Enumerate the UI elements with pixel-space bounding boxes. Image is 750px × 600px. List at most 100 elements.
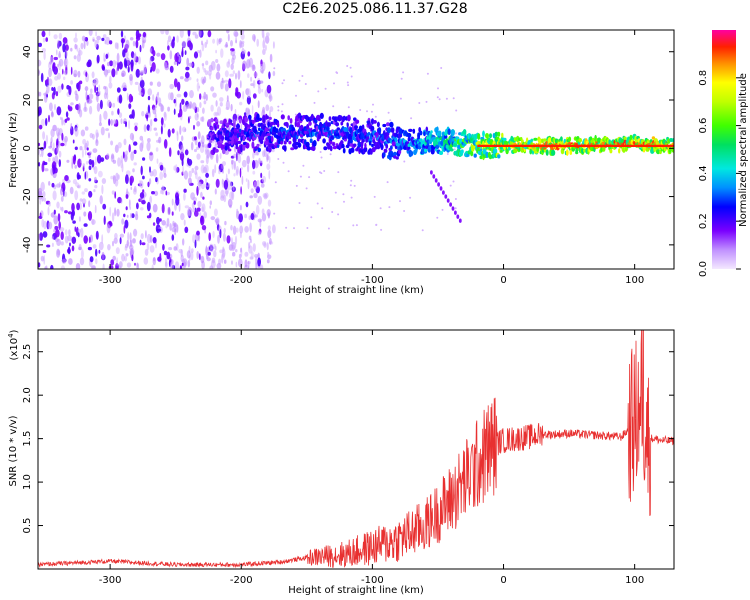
ridge-mark <box>423 148 428 152</box>
noise-blob <box>67 246 71 255</box>
sparse-dot <box>454 207 457 210</box>
noise-blob <box>74 127 79 137</box>
ridge-mark <box>392 151 397 157</box>
noise-blob <box>219 153 222 159</box>
noise-blob <box>199 93 202 100</box>
noise-blob <box>214 188 217 195</box>
noise-blob <box>211 168 215 178</box>
noise-blob <box>42 37 46 43</box>
sparse-dot <box>301 75 304 77</box>
ridge-mark <box>257 147 262 153</box>
noise-blob <box>139 180 144 189</box>
noise-blob <box>72 220 76 224</box>
noise-blob <box>233 144 237 153</box>
noise-blob <box>174 228 177 236</box>
ridge-mark <box>575 147 579 154</box>
noise-blob <box>116 52 120 63</box>
ridge-mark <box>462 129 467 135</box>
ridge-mark <box>390 145 393 150</box>
noise-blob <box>221 163 224 170</box>
ridge-mark <box>618 148 621 154</box>
noise-blob <box>214 164 217 174</box>
noise-blob <box>41 30 46 38</box>
noise-blob <box>44 168 49 172</box>
noise-blob <box>255 204 260 215</box>
noise-blob <box>126 92 129 101</box>
noise-blob <box>38 233 41 241</box>
snr-x-axis-title: Height of straight line (km) <box>288 585 424 596</box>
ridge-mark <box>530 138 534 142</box>
noise-blob <box>241 175 244 185</box>
noise-blob <box>189 115 192 120</box>
noise-blob <box>224 70 229 78</box>
noise-blob <box>146 201 151 212</box>
sparse-dot <box>425 100 428 103</box>
colorbar-scale <box>712 30 736 269</box>
noise-blob <box>202 196 205 200</box>
noise-blob <box>160 53 166 61</box>
noise-blob <box>241 159 247 168</box>
noise-blob <box>70 102 74 106</box>
noise-blob <box>200 164 206 174</box>
noise-blob <box>153 127 157 131</box>
noise-blob <box>110 119 113 126</box>
sparse-dot <box>350 179 353 182</box>
noise-blob <box>101 251 105 260</box>
colorbar-ticks: 0.0 0.2 0.4 0.6 0.8 <box>698 70 741 277</box>
noise-blob <box>266 84 272 94</box>
noise-blob <box>253 72 258 78</box>
noise-blob <box>64 70 68 76</box>
noise-blob <box>83 211 87 217</box>
noise-blob <box>217 234 220 244</box>
ridge-mark <box>224 145 228 151</box>
noise-blob <box>57 39 60 49</box>
ridge-mark <box>273 144 278 149</box>
noise-blob <box>216 63 221 72</box>
noise-blob <box>167 45 170 51</box>
noise-blob <box>116 87 121 93</box>
noise-blob <box>187 260 191 268</box>
noise-blob <box>50 212 55 218</box>
ridge-mark <box>542 138 547 142</box>
noise-blob <box>240 186 242 195</box>
noise-blob <box>159 252 162 261</box>
ridge-mark <box>597 137 602 143</box>
noise-blob <box>100 126 105 136</box>
sparse-dot <box>319 151 322 153</box>
sparse-dot <box>402 71 405 74</box>
noise-blob <box>62 76 66 81</box>
noise-blob <box>106 62 111 67</box>
noise-blob <box>240 247 242 253</box>
ridge-mark <box>407 137 411 142</box>
noise-blob <box>171 234 175 241</box>
sparse-dot <box>349 66 352 69</box>
noise-blob <box>161 105 165 112</box>
noise-blob <box>236 151 238 162</box>
noise-blob <box>105 128 109 132</box>
noise-blob <box>230 40 233 47</box>
noise-blob <box>123 138 127 146</box>
noise-blob <box>123 154 128 163</box>
noise-blob <box>68 258 73 265</box>
noise-blob <box>78 80 83 85</box>
ridge-mark <box>482 148 487 155</box>
noise-blob <box>120 30 124 38</box>
noise-blob <box>53 215 58 225</box>
noise-blob <box>186 57 190 67</box>
noise-blob <box>181 259 185 263</box>
noise-blob <box>38 106 42 116</box>
noise-blob <box>158 136 162 144</box>
ridge-mark <box>386 122 390 127</box>
noise-blob <box>107 244 111 251</box>
noise-blob <box>211 257 216 264</box>
sparse-dot <box>273 212 276 215</box>
noise-blob <box>98 90 101 96</box>
noise-blob <box>128 119 131 130</box>
noise-blob <box>165 190 168 196</box>
noise-blob <box>248 57 254 68</box>
ridge-mark <box>430 130 433 134</box>
noise-blob <box>137 56 141 65</box>
noise-blob <box>252 80 256 89</box>
noise-blob <box>150 69 152 73</box>
noise-blob <box>210 104 214 112</box>
